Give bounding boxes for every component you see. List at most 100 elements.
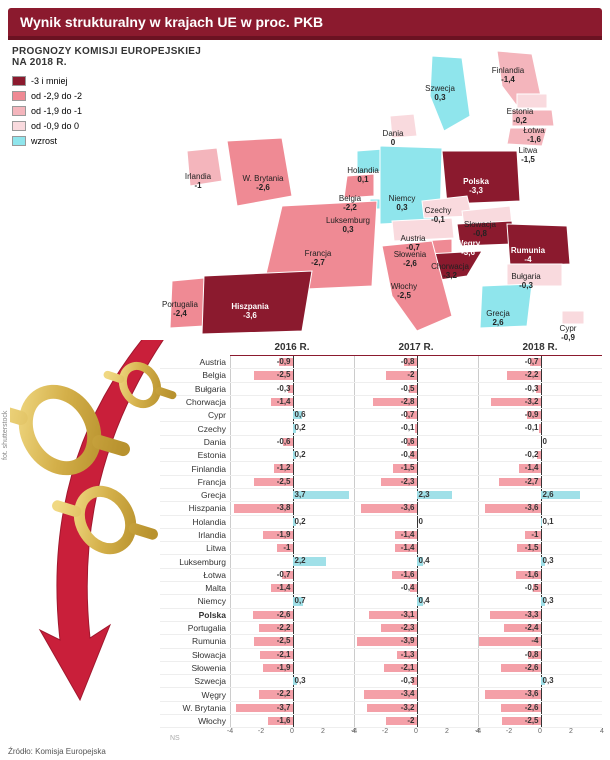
bar-value: 2,3 — [417, 490, 430, 499]
table-row: Szwecja0,3-0,30,3 — [160, 675, 602, 688]
bar-value: -2,3 — [401, 623, 417, 632]
bar-value: -1,4 — [277, 583, 293, 592]
axis-tick: 0 — [290, 728, 294, 735]
table-row: Litwa-1-1,4 -1,5 — [160, 542, 602, 555]
bar-value: -1,5 — [401, 463, 417, 472]
table-row: Finlandia-1,2-1,5-1,4 — [160, 462, 602, 475]
data-cell: -3,2 — [478, 396, 602, 408]
data-cell: 0,6 — [230, 409, 354, 421]
legend-label: wzrost — [31, 134, 57, 148]
table-row: Hiszpania-3,8-3,6-3,6 — [160, 502, 602, 515]
data-cell: -1,4 — [230, 582, 354, 594]
bar-value: -2,3 — [401, 477, 417, 486]
data-cell: -2,2 — [478, 369, 602, 381]
legend-item: od -2,9 do -2 — [12, 89, 82, 103]
data-cell: -1,3 — [354, 649, 478, 661]
bar-value: 2,2 — [293, 556, 306, 565]
data-cell: -2,3 — [354, 476, 478, 488]
data-cell: -0,3 — [478, 383, 602, 395]
bar-value: 0,7 — [293, 596, 306, 605]
bar-value: -0,9 — [525, 410, 541, 419]
table-row: Grecja3,72,32,6 — [160, 489, 602, 502]
row-label: Holandia — [160, 517, 230, 527]
table-row: Belgia-2,5-2-2,2 — [160, 369, 602, 382]
data-cell: -2,5 — [478, 715, 602, 727]
data-cell: 0,3 — [478, 595, 602, 607]
bar-value: -0,6 — [277, 437, 293, 446]
bar-value: -0,3 — [277, 384, 293, 393]
table-row: Słowacja-2,1-1,3-0,8 — [160, 649, 602, 662]
axis-tick: -2 — [258, 728, 264, 735]
data-cell: -0,7 — [354, 409, 478, 421]
table-row: Austria-0,9-0,8-0,7 — [160, 356, 602, 369]
table-row: Estonia0,2-0,4-0,2 — [160, 449, 602, 462]
bar-value: -2,6 — [277, 610, 293, 619]
data-cell: -2,6 — [478, 662, 602, 674]
bar-value: 2,6 — [541, 490, 554, 499]
row-label: Bułgaria — [160, 384, 230, 394]
legend-label: od -2,9 do -2 — [31, 89, 82, 103]
bar-value: -1,4 — [277, 397, 293, 406]
bar-value: -3,9 — [401, 636, 417, 645]
bar-value: -0,9 — [277, 357, 293, 366]
bar-value: -1,6 — [401, 570, 417, 579]
data-cell: 0,2 — [230, 449, 354, 461]
bar-value: 0,6 — [293, 410, 306, 419]
bar-value: -3,7 — [277, 703, 293, 712]
bar-value: -3,8 — [277, 503, 293, 512]
year-header: 2018 R. — [478, 340, 602, 356]
row-label: Litwa — [160, 543, 230, 553]
axis-tick: -2 — [382, 728, 388, 735]
country-shape — [480, 284, 532, 328]
country-shape — [227, 138, 292, 206]
table-rows: Austria-0,9-0,8-0,7Belgia-2,5-2-2,2Bułga… — [160, 356, 602, 728]
bar-value: 0,3 — [293, 676, 306, 685]
row-label: Łotwa — [160, 570, 230, 580]
table-row: Holandia0,200,1 — [160, 516, 602, 529]
table-row: Czechy0,2-0,1-0,1 — [160, 422, 602, 435]
bar-value: -1,2 — [277, 463, 293, 472]
axis-tick: 0 — [414, 728, 418, 735]
bar-value: -0,5 — [525, 583, 541, 592]
row-label: Estonia — [160, 450, 230, 460]
bar-value: -1,9 — [277, 663, 293, 672]
bar-value: -3,6 — [525, 689, 541, 698]
country-shape — [512, 110, 554, 126]
bar-value: -1,3 — [401, 650, 417, 659]
bar-value: -2,5 — [277, 370, 293, 379]
bar-value: -1,5 — [525, 543, 541, 552]
row-label: Słowenia — [160, 663, 230, 673]
row-label: Hiszpania — [160, 503, 230, 513]
data-cell: -3,6 — [354, 502, 478, 514]
data-cell: 0 — [354, 516, 478, 528]
table-row: Luksemburg2,20,40,3 — [160, 555, 602, 568]
bar-value: -0,7 — [525, 357, 541, 366]
data-cell: -3,3 — [478, 609, 602, 621]
country-shape — [457, 221, 514, 246]
data-cell: -1,4 — [354, 542, 478, 554]
data-cell: 0,2 — [230, 516, 354, 528]
data-cell: -1,6 — [478, 569, 602, 581]
table-row: Bułgaria-0,3-0,5-0,3 — [160, 383, 602, 396]
year-headers: 2016 R.2017 R.2018 R. — [230, 340, 602, 356]
axis-tick: 2 — [445, 728, 449, 735]
bar-value: 0,2 — [293, 450, 306, 459]
data-cell: -1,6 — [354, 569, 478, 581]
row-label: Grecja — [160, 490, 230, 500]
data-cell: -0,1 — [354, 422, 478, 434]
bar-value: 0,3 — [541, 556, 554, 565]
bar-value: -0,3 — [525, 384, 541, 393]
map-legend: -3 i mniejod -2,9 do -2od -1,9 do -1od -… — [12, 74, 82, 149]
photo-credit: fot. shutterstock — [2, 411, 9, 460]
country-shape — [507, 264, 562, 286]
data-cell: -1 — [230, 542, 354, 554]
bar-value: -4 — [531, 636, 540, 645]
legend-item: od -0,9 do 0 — [12, 119, 82, 133]
map-area: PROGNOZY KOMISJI EUROPEJSKIEJ NA 2018 R.… — [8, 46, 602, 336]
row-label: Chorwacja — [160, 397, 230, 407]
bar-value: -2,1 — [277, 650, 293, 659]
legend-swatch — [12, 76, 26, 86]
data-cell: -0,2 — [478, 449, 602, 461]
row-label: Belgia — [160, 370, 230, 380]
axis-cell: -4-2024 — [478, 728, 602, 738]
